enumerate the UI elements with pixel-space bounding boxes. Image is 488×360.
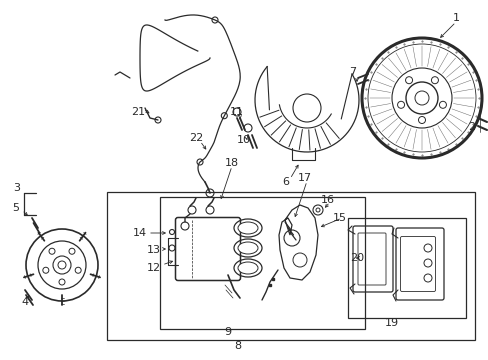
Circle shape	[315, 208, 319, 212]
Text: 22: 22	[188, 133, 203, 143]
Circle shape	[439, 101, 446, 108]
Text: 15: 15	[332, 213, 346, 223]
Circle shape	[69, 248, 75, 254]
Circle shape	[405, 82, 437, 114]
Text: 2: 2	[468, 122, 475, 132]
Text: 11: 11	[229, 107, 244, 117]
Ellipse shape	[238, 242, 258, 254]
Text: 3: 3	[14, 183, 20, 193]
Circle shape	[49, 248, 55, 254]
Circle shape	[43, 267, 49, 273]
Text: 12: 12	[146, 263, 161, 273]
Circle shape	[397, 101, 404, 108]
Text: 5: 5	[13, 203, 20, 213]
Text: 19: 19	[384, 318, 398, 328]
Circle shape	[423, 244, 431, 252]
Circle shape	[430, 77, 438, 84]
Circle shape	[423, 259, 431, 267]
Ellipse shape	[238, 222, 258, 234]
Circle shape	[75, 267, 81, 273]
Ellipse shape	[238, 262, 258, 274]
Text: 13: 13	[147, 245, 161, 255]
Text: 8: 8	[234, 341, 241, 351]
Text: 14: 14	[133, 228, 147, 238]
Text: 6: 6	[282, 177, 289, 187]
Circle shape	[59, 279, 65, 285]
Text: 16: 16	[320, 195, 334, 205]
Text: 4: 4	[21, 297, 28, 307]
Circle shape	[423, 274, 431, 282]
Text: 7: 7	[349, 67, 356, 77]
Text: 17: 17	[297, 173, 311, 183]
Text: 20: 20	[349, 253, 364, 263]
Text: 21: 21	[131, 107, 145, 117]
Text: 9: 9	[224, 327, 231, 337]
Circle shape	[405, 77, 412, 84]
Bar	[107, 192, 474, 340]
Text: 1: 1	[451, 13, 459, 23]
Bar	[160, 197, 364, 329]
Text: 18: 18	[224, 158, 239, 168]
Circle shape	[418, 117, 425, 123]
Circle shape	[53, 256, 71, 274]
Text: 10: 10	[237, 135, 250, 145]
Bar	[347, 218, 465, 318]
